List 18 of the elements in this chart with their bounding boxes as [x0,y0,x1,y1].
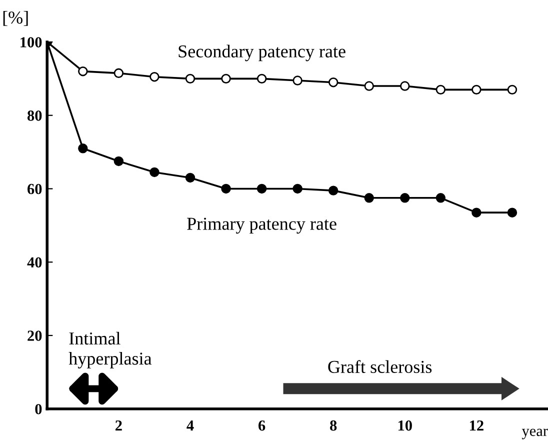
x-axis-title: year [522,428,548,440]
y-tick-label: 0 [35,404,42,414]
y-tick-label: 40 [27,257,42,268]
y-tick-label: 80 [28,110,42,121]
x-tick-label: 10 [398,420,412,431]
series-label: Primary patency rate [187,218,336,234]
x-tick-label: 6 [258,420,266,431]
x-tick-label: 4 [186,420,194,431]
series-label: Secondary patency rate [178,44,346,62]
y-tick-label: 100 [20,37,42,48]
x-tick-label: 8 [330,420,337,431]
x-tick-label: 2 [116,420,122,431]
y-axis-title: [%] [3,10,28,26]
y-tick-label: 60 [28,184,42,194]
annotation: Intimal hyperplasia [68,332,152,368]
annotation: Graft sclerosis [328,360,432,374]
y-tick-label: 20 [28,330,42,341]
x-tick-label: 12 [470,420,484,431]
